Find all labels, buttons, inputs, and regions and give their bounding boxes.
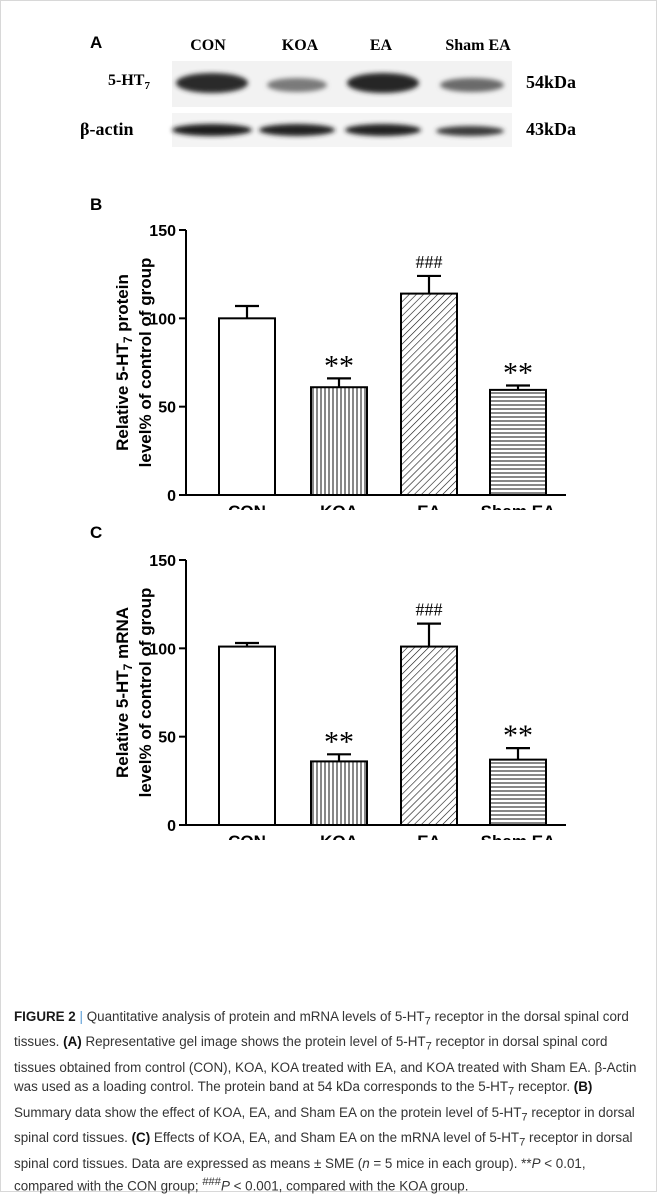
lane-label-sham-ea: Sham EA <box>445 37 511 54</box>
y-tick-label: 150 <box>149 223 176 240</box>
x-tick-label: KOA <box>320 832 358 840</box>
band-5ht7-con <box>176 73 248 93</box>
figure-number: FIGURE 2 <box>14 1009 76 1024</box>
bar-koa <box>310 760 368 826</box>
size-label-54kda: 54kDa <box>526 72 576 92</box>
bar-sham-ea <box>489 388 547 496</box>
y-axis-label-line2: level% of control of group <box>136 588 155 798</box>
caption-text-10: = 5 mice in each group). ** <box>369 1155 532 1171</box>
caption-p-1: P <box>531 1155 541 1171</box>
caption-sub-1: 7 <box>424 1015 431 1028</box>
caption-text-7: receptor in dorsal spinal cord tissues. <box>14 1104 635 1146</box>
bar-koa <box>310 386 368 497</box>
y-tick-label: 50 <box>158 400 176 417</box>
chart-b: B 0 50 100 150 Relative 5-HT7 protein level% … <box>90 195 566 510</box>
panel-c-label: C <box>90 523 102 542</box>
y-axis-label-line1: Relative 5-HT7 protein <box>113 274 135 451</box>
caption-hash: ### <box>202 1176 221 1189</box>
bar-sham-ea <box>489 758 547 826</box>
significance-label: ### <box>416 600 443 620</box>
bar-ea <box>400 292 458 496</box>
caption-sub-3: 7 <box>425 1041 432 1054</box>
panel-b-label: B <box>90 195 102 214</box>
band-actin-con <box>172 124 252 136</box>
significance-label: ** <box>503 719 533 752</box>
lane-label-ea: EA <box>370 37 393 54</box>
y-axis-label-line2: level% of control of group <box>136 258 155 468</box>
caption-text-1: Quantitative analysis of protein and mRN… <box>82 1009 425 1024</box>
chart-c: C 0 50 100 150 Relative 5-HT7 mRNA level% of … <box>90 523 566 840</box>
y-tick-label: 50 <box>158 730 176 747</box>
y-tick-label: 150 <box>149 553 176 570</box>
caption-text-5: receptor. <box>514 1079 574 1095</box>
caption-text-8: Effects of KOA, EA, and Sham EA on the m… <box>150 1130 520 1146</box>
caption-sub-8: 7 <box>519 1136 526 1149</box>
x-tick-label: Sham EA <box>481 832 556 840</box>
x-tick-label: CON <box>228 502 266 510</box>
x-tick-label: CON <box>228 832 266 840</box>
caption-text-3: Representative gel image shows the prote… <box>81 1034 426 1050</box>
caption-tag-c: (C) <box>131 1130 151 1146</box>
caption-text-2: receptor in the dorsal spinal cord tissu… <box>14 1009 629 1050</box>
panel-a-label: A <box>90 33 102 52</box>
band-actin-sham-ea <box>436 126 504 136</box>
x-tick-label: EA <box>417 502 441 510</box>
x-tick-label: Sham EA <box>481 502 556 510</box>
significance-label: ** <box>324 349 354 382</box>
y-tick-label: 0 <box>167 488 176 505</box>
caption-separator: | <box>79 1009 83 1024</box>
bar-con <box>218 317 276 496</box>
band-actin-ea <box>345 124 421 136</box>
lane-label-koa: KOA <box>282 37 319 54</box>
caption-text-9: receptor in dorsal spinal cord tissues. … <box>14 1130 633 1171</box>
row-label-5ht7: 5-HT7 <box>108 72 150 92</box>
caption-sub-6: 7 <box>521 1111 528 1124</box>
row-label-beta-actin: β-actin <box>80 119 133 139</box>
caption-sub-4: 7 <box>508 1086 515 1099</box>
blot-image <box>172 61 512 147</box>
caption-p-2: P <box>220 1178 230 1194</box>
significance-label: ** <box>503 356 533 389</box>
caption-tag-a: (A) <box>63 1034 82 1050</box>
caption-n: n <box>362 1155 370 1171</box>
band-5ht7-sham-ea <box>440 78 504 92</box>
bar-ea <box>400 645 458 826</box>
y-tick-label: 100 <box>149 641 176 658</box>
bar-con <box>218 645 276 826</box>
y-tick-label: 100 <box>149 311 176 328</box>
caption-text-6: Summary data show the effect of KOA, EA,… <box>14 1104 522 1120</box>
lane-label-con: CON <box>190 37 226 54</box>
caption-text-4: receptor in dorsal spinal cord tissues o… <box>14 1034 637 1095</box>
caption-tag-b: (B) <box>573 1079 593 1095</box>
x-tick-label: EA <box>417 832 441 840</box>
caption-text-12: < 0.001, compared with the KOA group. <box>229 1178 469 1194</box>
band-actin-koa <box>259 124 335 136</box>
western-blot-panel: A CON KOA EA Sham EA 5-HT7 β-actin 54kDa… <box>80 33 576 147</box>
x-tick-label: KOA <box>320 502 358 510</box>
significance-label: ** <box>324 725 354 758</box>
y-axis-label-line1: Relative 5-HT7 mRNA <box>113 607 135 778</box>
size-label-43kda: 43kDa <box>526 119 576 139</box>
band-5ht7-koa <box>267 78 327 92</box>
band-5ht7-ea <box>347 73 419 93</box>
caption-text-11: < 0.01, compared with the CON group; <box>14 1155 586 1194</box>
figure-caption: FIGURE 2 | Quantitative analysis of prot… <box>14 1007 642 1196</box>
y-tick-label: 0 <box>167 818 176 835</box>
significance-label: ### <box>416 252 443 272</box>
